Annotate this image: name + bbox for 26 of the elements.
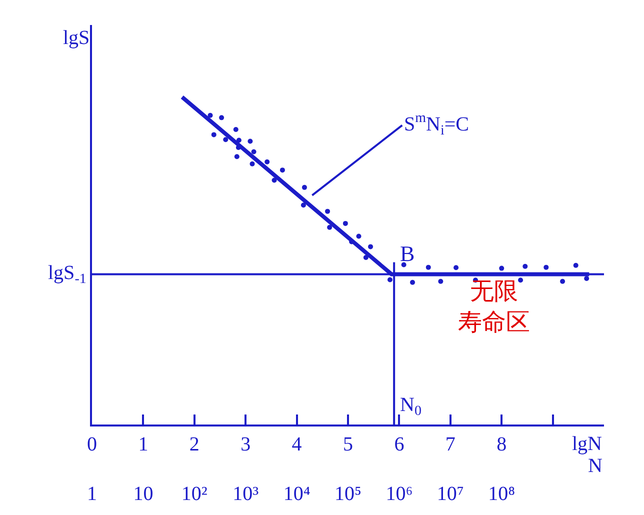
x2-tick-label: 10⁷	[436, 483, 464, 505]
y-axis-title: lgS	[63, 27, 90, 49]
x-tick-label: 3	[240, 434, 251, 456]
x-tick-label: 7	[445, 434, 456, 456]
x-tick-label: 2	[189, 434, 200, 456]
x-tick-label: 4	[292, 434, 302, 456]
x2-tick-label: 10⁴	[283, 483, 310, 505]
annotation: B	[400, 241, 415, 266]
x2-tick-label: 10⁵	[334, 483, 362, 505]
ref-line-label: lgS$_{-1}$	[48, 262, 86, 288]
ref-line-label: N$_{0}$	[400, 394, 422, 420]
annotation: 无限寿命区	[458, 277, 530, 336]
x-tick-label: 0	[87, 434, 97, 456]
x-tick-label: 6	[394, 434, 404, 456]
x2-tick-label: 10²	[181, 483, 208, 505]
x2-tick-label: 10⁶	[386, 483, 413, 505]
x-tick-label: 8	[496, 434, 507, 456]
x2-axis-title: N	[588, 455, 602, 477]
annotation: S$^{m}$N$_{i}$=C	[404, 111, 469, 139]
x2-tick-label: 10	[133, 483, 154, 505]
x-tick-label: 1	[138, 434, 148, 456]
x-tick-label: 5	[343, 434, 353, 456]
x2-tick-label: 10³	[232, 483, 259, 505]
x2-tick-label: 10⁸	[488, 483, 516, 505]
x-axis-title: lgN	[572, 433, 602, 455]
x2-tick-label: 1	[87, 483, 97, 505]
